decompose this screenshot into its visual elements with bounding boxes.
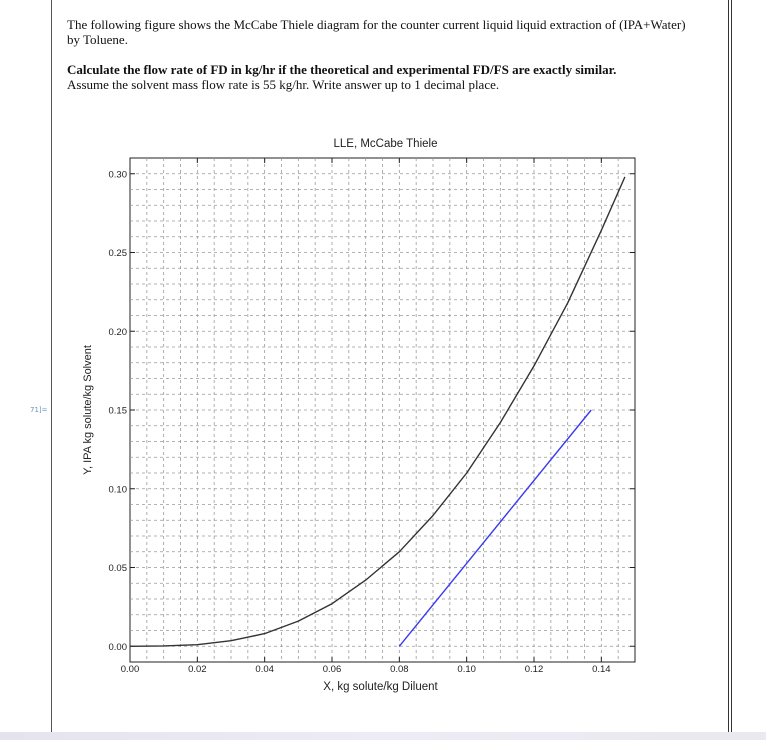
page-border-left (51, 0, 52, 740)
x-axis-label: X, kg solute/kg Diluent (323, 681, 438, 693)
x-tick-label: 0.14 (592, 664, 611, 675)
question-task: Calculate the flow rate of FD in kg/hr i… (67, 62, 617, 77)
x-tick-label: 0.02 (188, 664, 207, 675)
y-axis-label: Y, IPA kg solute/kg Solvent (82, 345, 94, 475)
y-tick-label: 0.05 (109, 563, 128, 574)
y-tick-label: 0.20 (109, 327, 128, 338)
question-assumption: Assume the solvent mass flow rate is 55 … (67, 77, 500, 92)
bottom-strip (0, 732, 766, 740)
x-tick-label: 0.08 (390, 664, 409, 675)
question-text: The following figure shows the McCabe Th… (67, 17, 687, 92)
x-tick-label: 0.04 (255, 664, 274, 675)
y-tick-label: 0.15 (109, 406, 128, 417)
page-border-right (728, 0, 732, 740)
chart-title: LLE, McCabe Thiele (334, 138, 438, 150)
question-intro: The following figure shows the McCabe Th… (67, 17, 686, 47)
x-tick-label: 0.06 (323, 664, 342, 675)
mccabe-thiele-chart: 0.00 0.02 0.04 0.06 0.08 0.10 0.12 0.14 0.00 0.05… (82, 138, 636, 693)
y-tick-label: 0.25 (109, 248, 128, 259)
cell-label: 71]= (30, 406, 48, 414)
y-tick-label: 0.30 (109, 169, 128, 180)
equilibrium-curve-series (129, 176, 626, 647)
operating-line-series (398, 409, 592, 647)
y-tick-label: 0.10 (109, 484, 128, 495)
x-tick-label: 0.12 (525, 664, 544, 675)
x-tick-label: 0.00 (121, 664, 140, 675)
y-tick-label: 0.00 (109, 642, 128, 653)
x-tick-label: 0.10 (457, 664, 476, 675)
